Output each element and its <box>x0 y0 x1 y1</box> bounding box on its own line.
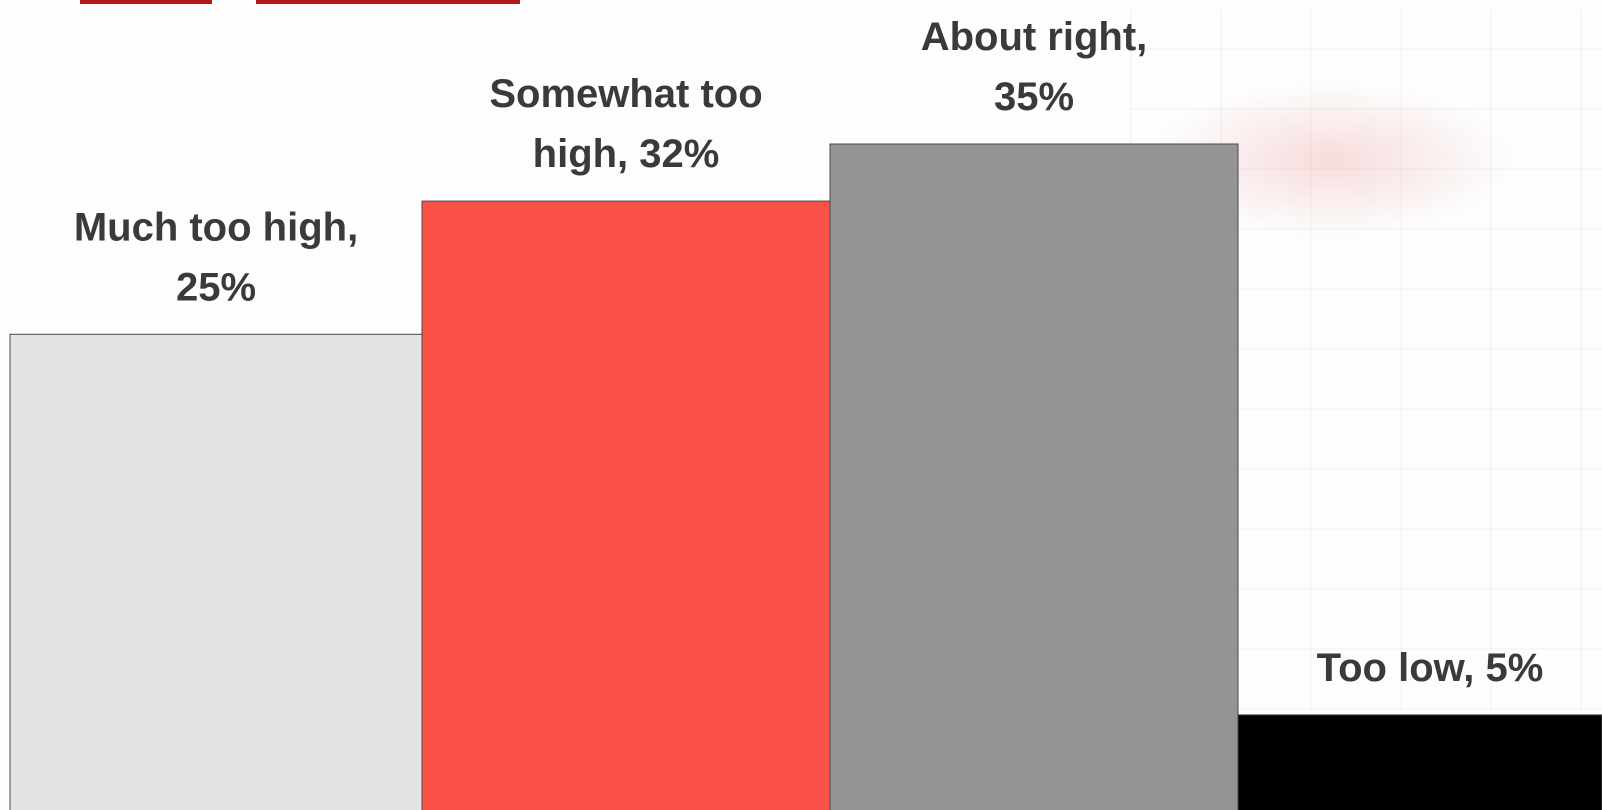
data-label-3-line-1: About right, <box>921 15 1148 59</box>
bar-about-right <box>829 143 1239 810</box>
bars-group <box>9 143 1602 810</box>
bar-much-too-high <box>9 333 423 810</box>
data-label-1-line-1: Much too high, <box>74 205 358 249</box>
cropped-title <box>80 0 520 4</box>
data-label-4-line-1: Too low, 5% <box>1317 646 1544 690</box>
bar-too-low <box>1237 714 1602 810</box>
labels-group: Much too high, 25% Somewhat too high, 32% Ab… <box>74 15 1544 690</box>
data-label-1-line-2: 25% <box>176 265 256 309</box>
data-label-2-line-2: high, 32% <box>533 132 720 176</box>
bar-somewhat-too-high <box>421 200 831 810</box>
data-label-2-line-1: Somewhat too <box>489 72 762 116</box>
data-label-3-line-2: 35% <box>994 75 1074 119</box>
